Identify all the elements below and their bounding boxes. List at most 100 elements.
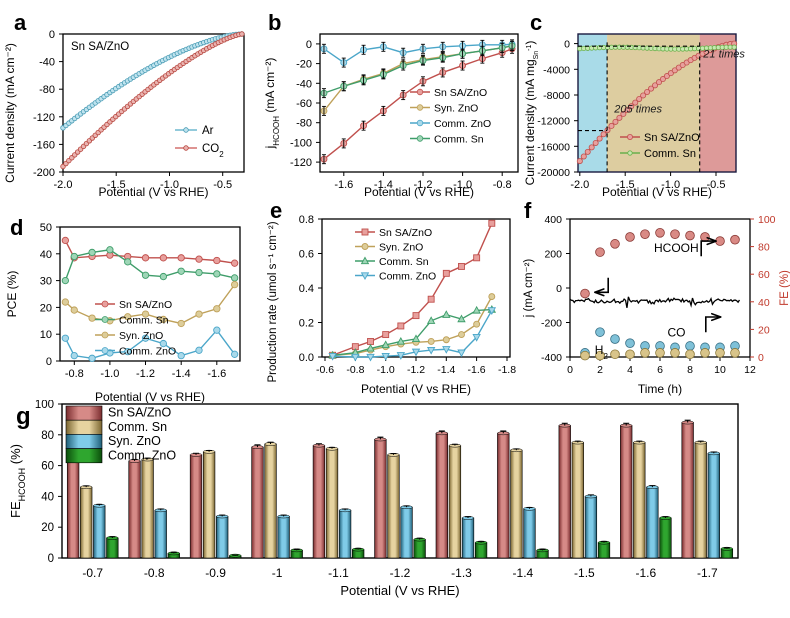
svg-text:0: 0 xyxy=(306,39,312,51)
svg-text:0: 0 xyxy=(49,29,55,41)
svg-text:Sn SA/ZnO: Sn SA/ZnO xyxy=(379,227,432,239)
svg-text:50: 50 xyxy=(40,222,52,234)
svg-text:-1.0: -1.0 xyxy=(377,364,395,376)
svg-text:200: 200 xyxy=(544,249,562,261)
svg-text:-1.5: -1.5 xyxy=(574,566,595,580)
svg-text:PCE (%): PCE (%) xyxy=(5,271,19,318)
svg-text:-1.2: -1.2 xyxy=(136,368,155,380)
svg-text:j (mA cm⁻²): j (mA cm⁻²) xyxy=(523,259,535,319)
svg-text:e: e xyxy=(270,200,282,223)
svg-text:Sn SA/ZnO: Sn SA/ZnO xyxy=(119,299,172,311)
svg-text:-1.6: -1.6 xyxy=(334,179,353,191)
svg-text:4: 4 xyxy=(627,364,633,376)
svg-text:-40: -40 xyxy=(296,78,312,90)
svg-text:6: 6 xyxy=(657,364,663,376)
svg-text:Syn. ZnO: Syn. ZnO xyxy=(434,103,478,115)
svg-text:-8000: -8000 xyxy=(543,90,570,102)
svg-text:-0.5: -0.5 xyxy=(213,179,232,191)
svg-text:-1.6: -1.6 xyxy=(635,566,656,580)
svg-text:Comm. ZnO: Comm. ZnO xyxy=(434,118,491,130)
svg-text:-80: -80 xyxy=(296,118,312,130)
svg-text:-2.0: -2.0 xyxy=(54,179,73,191)
svg-text:0: 0 xyxy=(46,356,52,368)
svg-text:0: 0 xyxy=(567,364,573,376)
svg-text:400: 400 xyxy=(544,214,562,226)
svg-text:-1.2: -1.2 xyxy=(390,566,411,580)
svg-text:21 times: 21 times xyxy=(702,49,745,61)
svg-text:a: a xyxy=(14,10,27,35)
svg-text:Comm. Sn: Comm. Sn xyxy=(644,148,696,160)
svg-text:100: 100 xyxy=(758,214,776,226)
svg-text:20: 20 xyxy=(41,522,54,534)
svg-text:2: 2 xyxy=(597,364,603,376)
svg-text:0: 0 xyxy=(758,352,764,364)
svg-text:-1.0: -1.0 xyxy=(100,368,119,380)
svg-text:-160: -160 xyxy=(33,139,55,151)
svg-text:Sn SA/ZnO: Sn SA/ZnO xyxy=(644,132,700,144)
svg-text:Sn SA/ZnO: Sn SA/ZnO xyxy=(71,41,129,53)
svg-text:12: 12 xyxy=(744,364,756,376)
svg-text:20: 20 xyxy=(758,324,770,336)
svg-text:-0.6: -0.6 xyxy=(316,364,334,376)
svg-text:Potential (V vs RHE): Potential (V vs RHE) xyxy=(340,583,459,598)
svg-text:Comm. ZnO: Comm. ZnO xyxy=(108,448,176,462)
svg-text:Comm. Sn: Comm. Sn xyxy=(379,256,429,268)
svg-text:-1.2: -1.2 xyxy=(407,364,425,376)
svg-text:0.0: 0.0 xyxy=(299,352,314,364)
svg-text:-1.1: -1.1 xyxy=(328,566,349,580)
svg-text:Ar: Ar xyxy=(202,125,214,137)
svg-text:-16000: -16000 xyxy=(537,141,570,153)
svg-text:-4000: -4000 xyxy=(543,64,570,76)
svg-text:-1: -1 xyxy=(272,566,283,580)
svg-text:HCOOH: HCOOH xyxy=(654,241,699,255)
svg-text:-100: -100 xyxy=(290,137,312,149)
svg-text:40: 40 xyxy=(41,491,54,503)
svg-text:Potential (V vs RHE): Potential (V vs RHE) xyxy=(361,382,471,396)
svg-text:-1.6: -1.6 xyxy=(207,368,226,380)
svg-text:-0.8: -0.8 xyxy=(144,566,165,580)
svg-text:Syn. ZnO: Syn. ZnO xyxy=(119,330,163,342)
svg-text:-20: -20 xyxy=(296,59,312,71)
svg-text:Production rate (umol s⁻¹ cm⁻²: Production rate (umol s⁻¹ cm⁻²) xyxy=(267,221,279,382)
svg-text:-200: -200 xyxy=(33,167,55,179)
svg-text:Potential (V vs RHE): Potential (V vs RHE) xyxy=(98,185,208,199)
svg-text:40: 40 xyxy=(40,249,52,261)
svg-text:80: 80 xyxy=(758,242,770,254)
svg-text:-12000: -12000 xyxy=(537,116,570,128)
svg-text:-1.3: -1.3 xyxy=(451,566,472,580)
svg-text:Comm. ZnO: Comm. ZnO xyxy=(379,271,436,283)
svg-text:Sn SA/ZnO: Sn SA/ZnO xyxy=(108,406,171,420)
svg-text:-0.8: -0.8 xyxy=(493,179,512,191)
svg-text:205 times: 205 times xyxy=(613,103,662,115)
svg-text:-20000: -20000 xyxy=(537,167,570,179)
svg-text:Comm. Sn: Comm. Sn xyxy=(108,420,167,434)
svg-text:c: c xyxy=(530,10,542,35)
svg-text:10: 10 xyxy=(714,364,726,376)
svg-text:0.2: 0.2 xyxy=(299,318,314,330)
svg-text:Time (h): Time (h) xyxy=(638,382,682,396)
svg-text:-120: -120 xyxy=(290,157,312,169)
svg-text:20: 20 xyxy=(40,302,52,314)
svg-text:Comm. ZnO: Comm. ZnO xyxy=(119,346,176,358)
svg-text:0.8: 0.8 xyxy=(299,214,314,226)
svg-text:0.4: 0.4 xyxy=(299,283,314,295)
svg-text:0: 0 xyxy=(564,39,570,51)
svg-text:Potential (V vs RHE): Potential (V vs RHE) xyxy=(364,185,474,199)
svg-text:-1.6: -1.6 xyxy=(468,364,486,376)
svg-text:-60: -60 xyxy=(296,98,312,110)
svg-text:Sn SA/ZnO: Sn SA/ZnO xyxy=(434,87,487,99)
svg-text:-200: -200 xyxy=(541,318,562,330)
svg-text:Current density (mA mgSn-1): Current density (mA mgSn-1) xyxy=(523,41,540,186)
svg-text:-0.9: -0.9 xyxy=(205,566,226,580)
svg-text:60: 60 xyxy=(758,269,770,281)
svg-text:FE (%): FE (%) xyxy=(779,270,790,306)
svg-text:Comm. Sn: Comm. Sn xyxy=(119,315,169,327)
svg-text:-400: -400 xyxy=(541,352,562,364)
svg-text:-80: -80 xyxy=(39,84,55,96)
svg-text:-120: -120 xyxy=(33,112,55,124)
svg-text:100: 100 xyxy=(35,400,54,411)
svg-text:30: 30 xyxy=(40,276,52,288)
svg-text:8: 8 xyxy=(687,364,693,376)
svg-text:0.6: 0.6 xyxy=(299,249,314,261)
svg-text:-1.4: -1.4 xyxy=(172,368,191,380)
